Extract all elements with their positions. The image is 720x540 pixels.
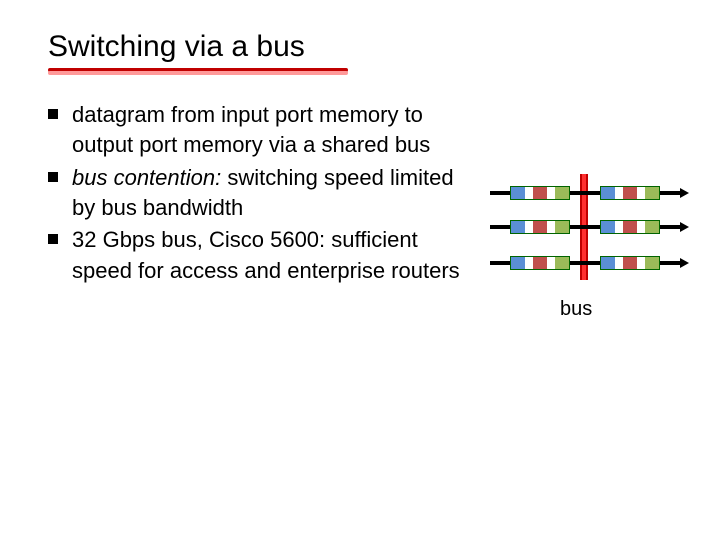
port-segment (637, 257, 645, 269)
port-segment (525, 257, 533, 269)
port-segment (623, 221, 637, 233)
connector-line (660, 261, 680, 265)
port-segment (645, 187, 659, 199)
bullet-icon (48, 172, 58, 182)
port-segment (547, 221, 555, 233)
port-segment (533, 221, 547, 233)
port-segment (555, 257, 569, 269)
port-segment (511, 187, 525, 199)
slide-title: Switching via a bus (48, 30, 672, 64)
port-segment (601, 257, 615, 269)
bullet-plain: 32 Gbps bus, Cisco 5600: sufficient spee… (72, 227, 460, 282)
port-box (600, 256, 660, 270)
port-segment (645, 257, 659, 269)
port-segment (511, 221, 525, 233)
port-segment (637, 221, 645, 233)
port-segment (601, 221, 615, 233)
bullet-icon (48, 109, 58, 119)
port-segment (525, 221, 533, 233)
port-segment (555, 187, 569, 199)
port-segment (645, 221, 659, 233)
port-segment (533, 257, 547, 269)
arrow-right-icon (680, 258, 689, 268)
port-box (510, 220, 570, 234)
connector-line (490, 191, 510, 195)
port-segment (547, 257, 555, 269)
bullet-text: 32 Gbps bus, Cisco 5600: sufficient spee… (72, 225, 468, 286)
port-box (510, 186, 570, 200)
port-segment (615, 187, 623, 199)
arrow-right-icon (680, 222, 689, 232)
connector-line (570, 191, 600, 195)
port-segment (525, 187, 533, 199)
list-item: 32 Gbps bus, Cisco 5600: sufficient spee… (48, 225, 468, 286)
port-segment (615, 221, 623, 233)
list-item: bus contention: switching speed limited … (48, 163, 468, 224)
connector-line (660, 225, 680, 229)
port-segment (637, 187, 645, 199)
port-segment (511, 257, 525, 269)
port-segment (601, 187, 615, 199)
bullet-text: bus contention: switching speed limited … (72, 163, 468, 224)
bullet-text: datagram from input port memory to outpu… (72, 100, 468, 161)
title-underline-bottom (48, 71, 348, 75)
connector-line (490, 225, 510, 229)
port-segment (555, 221, 569, 233)
connector-line (570, 225, 600, 229)
connector-line (490, 261, 510, 265)
list-item: datagram from input port memory to outpu… (48, 100, 468, 161)
connector-line (570, 261, 600, 265)
port-segment (623, 187, 637, 199)
port-segment (533, 187, 547, 199)
arrow-right-icon (680, 188, 689, 198)
bullet-icon (48, 234, 58, 244)
port-box (600, 220, 660, 234)
bus-diagram (488, 178, 688, 298)
connector-line (660, 191, 680, 195)
port-segment (547, 187, 555, 199)
bullet-list: datagram from input port memory to outpu… (48, 100, 468, 286)
bullet-plain: datagram from input port memory to outpu… (72, 102, 430, 157)
bus-label: bus (560, 298, 592, 321)
bullet-italic: bus contention: (72, 165, 221, 190)
title-region: Switching via a bus (48, 30, 672, 64)
port-segment (615, 257, 623, 269)
port-segment (623, 257, 637, 269)
port-box (510, 256, 570, 270)
port-box (600, 186, 660, 200)
slide: Switching via a bus datagram from input … (0, 0, 720, 540)
